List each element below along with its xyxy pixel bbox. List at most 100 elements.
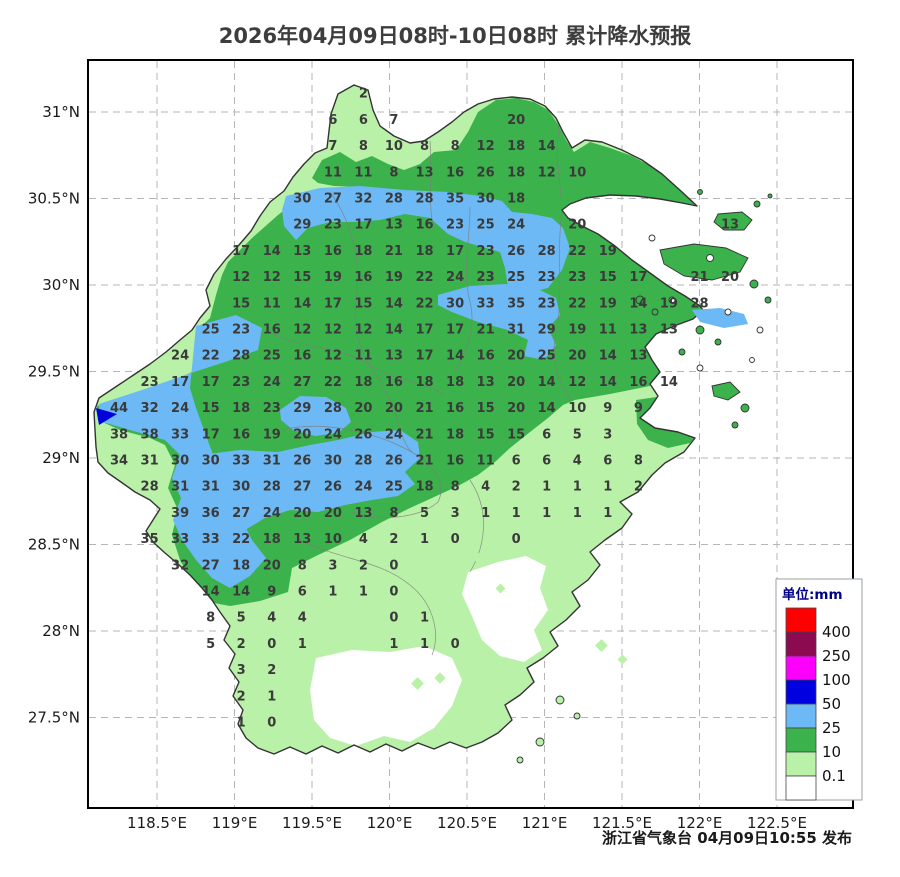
legend-threshold-label: 50 <box>822 695 841 713</box>
island <box>740 403 750 413</box>
grid-value: 32 <box>354 192 372 207</box>
grid-value: 1 <box>481 506 490 521</box>
grid-value: 38 <box>110 427 128 442</box>
grid-value: 11 <box>354 349 372 364</box>
grid-value: 14 <box>263 244 281 259</box>
grid-value: 25 <box>385 480 403 495</box>
grid-value: 23 <box>232 323 250 338</box>
grid-value: 17 <box>202 375 220 390</box>
grid-value: 28 <box>415 192 433 207</box>
grid-value: 12 <box>324 349 342 364</box>
grid-value: 31 <box>171 480 189 495</box>
grid-value: 11 <box>324 165 342 180</box>
grid-value: 15 <box>232 296 250 311</box>
grid-value: 24 <box>171 349 189 364</box>
grid-value: 20 <box>721 270 739 285</box>
grid-value: 18 <box>415 480 433 495</box>
island-outline <box>648 234 656 242</box>
lon-axis-label: 122.5°E <box>747 814 807 832</box>
grid-value: 24 <box>385 427 403 442</box>
island <box>749 279 759 289</box>
grid-value: 3 <box>603 427 612 442</box>
grid-value: 4 <box>298 611 307 626</box>
grid-value: 25 <box>507 270 525 285</box>
grid-value: 1 <box>359 585 368 600</box>
grid-value: 44 <box>110 401 128 416</box>
grid-value: 16 <box>415 218 433 233</box>
grid-value: 8 <box>206 611 215 626</box>
grid-value: 14 <box>293 296 311 311</box>
legend-swatch <box>785 703 817 729</box>
lon-axis-label: 118.5°E <box>127 814 187 832</box>
grid-value: 19 <box>568 323 586 338</box>
legend-threshold-label: 250 <box>822 647 851 665</box>
grid-value: 13 <box>721 218 739 233</box>
grid-value: 30 <box>202 454 220 469</box>
island-light <box>434 672 446 684</box>
grid-value: 6 <box>542 427 551 442</box>
grid-value: 7 <box>389 113 398 128</box>
grid-value: 22 <box>415 296 433 311</box>
grid-value: 17 <box>446 323 464 338</box>
grid-value: 14 <box>446 349 464 364</box>
grid-value: 0 <box>451 637 460 652</box>
lat-axis-label: 28.5°N <box>28 536 80 554</box>
grid-value: 13 <box>629 323 647 338</box>
grid-value: 20 <box>568 349 586 364</box>
grid-value: 1 <box>603 506 612 521</box>
inner-boundary <box>469 479 484 573</box>
grid-value: 24 <box>354 480 372 495</box>
island-light <box>573 712 581 720</box>
grid-value: 11 <box>477 454 495 469</box>
grid-value: 10 <box>324 532 342 547</box>
grid-value: 14 <box>660 375 678 390</box>
publisher-caption: 浙江省气象台 04月09日10:55 发布 <box>602 829 852 847</box>
inner-boundary <box>281 425 442 518</box>
grid-value: 16 <box>477 349 495 364</box>
inner-boundary <box>553 211 573 401</box>
island-light <box>516 756 524 764</box>
grid-value: 16 <box>385 375 403 390</box>
grid-value: 6 <box>512 454 521 469</box>
lon-axis-label: 120.5°E <box>437 814 497 832</box>
grid-value: 14 <box>599 349 617 364</box>
axis-labels: 118.5°E 119°E 119.5°E 120°E 120.5°E 121°E 121.… <box>28 103 807 832</box>
grid-value: 0 <box>267 637 276 652</box>
grid-value: 5 <box>237 611 246 626</box>
zone-blue-southwest-bulge <box>192 430 420 556</box>
grid-value: 10 <box>568 165 586 180</box>
grid-value: 18 <box>446 375 464 390</box>
grid-value: 6 <box>328 113 337 128</box>
island <box>711 381 741 401</box>
grid-value: 25 <box>202 323 220 338</box>
grid-value: 8 <box>389 165 398 180</box>
grid-value: 8 <box>420 139 429 154</box>
grid-value: 4 <box>359 532 368 547</box>
grid-value: 14 <box>599 375 617 390</box>
island <box>767 193 773 199</box>
grid-value: 22 <box>202 349 220 364</box>
island-outline <box>749 357 755 363</box>
grid-value: 1 <box>420 637 429 652</box>
island-zhoushan <box>659 243 749 281</box>
legend-threshold-label: 100 <box>822 671 851 689</box>
lon-axis-label: 120°E <box>367 814 413 832</box>
grid-value: 15 <box>507 427 525 442</box>
grid-value: 3 <box>451 506 460 521</box>
grid-value: 16 <box>446 165 464 180</box>
grid-value: 2 <box>237 689 246 704</box>
grid-value: 12 <box>538 165 556 180</box>
legend-swatch <box>785 655 817 681</box>
grid-value: 24 <box>446 270 464 285</box>
grid-value: 13 <box>477 375 495 390</box>
island-outline <box>724 308 732 316</box>
grid-value: 35 <box>507 296 525 311</box>
grid-value: 32 <box>141 401 159 416</box>
grid-value: 17 <box>354 218 372 233</box>
island <box>764 296 772 304</box>
grid-value: 24 <box>507 218 525 233</box>
grid-value: 11 <box>599 323 617 338</box>
legend-threshold-label: 25 <box>822 719 841 737</box>
grid-value: 12 <box>568 375 586 390</box>
